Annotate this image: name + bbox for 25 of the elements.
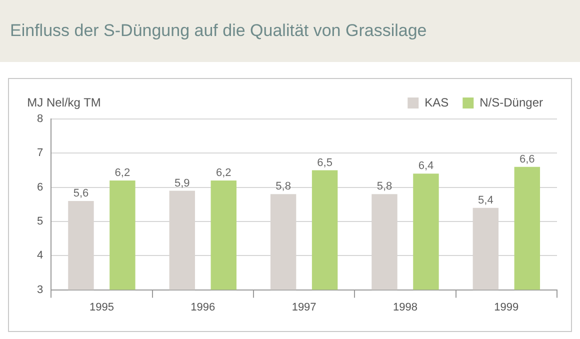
data-label: 6,6 (520, 153, 535, 166)
data-label: 5,8 (376, 180, 392, 193)
y-tick-label: 3 (36, 284, 44, 296)
y-axis-title: MJ Nel/kg TM (27, 95, 101, 110)
y-tick-label: 7 (36, 147, 44, 160)
data-label: 6,2 (114, 167, 130, 180)
data-label: 5,8 (276, 180, 291, 193)
chart-title: Einfluss der S-Düngung auf die Qualität von Grassilage (0, 0, 580, 62)
legend-label: N/S-Dünger (480, 95, 544, 110)
x-tick-label: 1998 (392, 301, 418, 314)
x-tick-label: 1995 (89, 301, 114, 314)
y-tick-label: 4 (36, 250, 44, 262)
x-tick-label: 1999 (494, 301, 519, 314)
x-tick-label: 1996 (190, 301, 216, 314)
data-label: 6,2 (216, 167, 232, 180)
data-label: 5,4 (478, 194, 494, 206)
y-tick-label: 6 (36, 181, 44, 194)
data-label: 6,4 (418, 160, 434, 172)
data-label: 5,6 (73, 188, 89, 200)
x-tick-label: 1997 (292, 301, 316, 314)
legend-label: KAS (424, 95, 449, 110)
y-tick-label: 8 (36, 113, 44, 126)
data-label: 5,9 (174, 177, 190, 190)
data-label: 6,5 (317, 156, 332, 169)
y-tick-label: 5 (36, 216, 44, 228)
